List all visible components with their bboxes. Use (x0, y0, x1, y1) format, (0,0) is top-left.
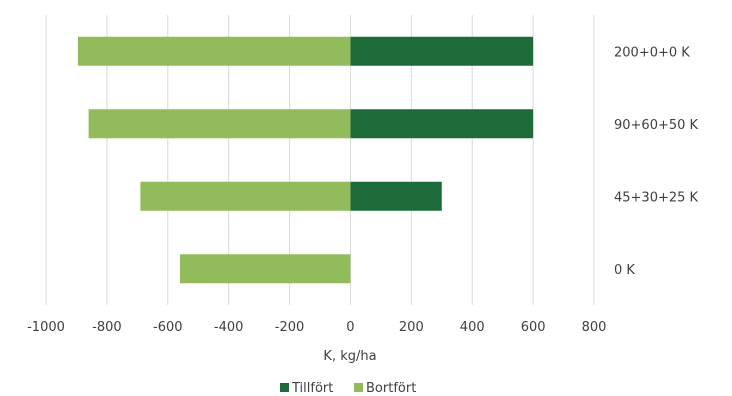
legend: Tillfört Bortfört (280, 381, 416, 396)
x-tick-label: 600 (521, 320, 546, 335)
bars (77, 36, 534, 284)
x-tick-label: 200 (399, 320, 424, 335)
x-tick-label: -800 (92, 320, 122, 335)
bar-tillfort (350, 181, 442, 211)
category-label: 90+60+50 K (614, 118, 699, 133)
bar-bortfort (179, 254, 351, 284)
bar-tillfort (350, 109, 534, 139)
bar-tillfort (350, 36, 534, 66)
x-tick-label: -400 (214, 320, 244, 335)
x-axis-title: K, kg/ha (323, 349, 376, 364)
x-tick-label: -200 (275, 320, 305, 335)
category-labels: 200+0+0 K 90+60+50 K 45+30+25 K 0 K (614, 45, 699, 278)
category-label: 45+30+25 K (614, 190, 699, 205)
legend-label: Bortfört (366, 381, 416, 396)
bar-bortfort (88, 109, 351, 139)
x-tick-labels: -1000 -800 -600 -400 -200 0 200 400 600 800 (27, 320, 606, 335)
bar-bortfort (77, 36, 351, 66)
category-label: 200+0+0 K (614, 45, 690, 60)
bar-bortfort (140, 181, 351, 211)
legend-label: Tillfört (291, 381, 333, 396)
category-label: 0 K (614, 263, 635, 278)
x-tick-label: 800 (582, 320, 607, 335)
legend-swatch (354, 383, 363, 392)
x-tick-label: -600 (153, 320, 183, 335)
legend-swatch (280, 383, 289, 392)
x-tick-label: 400 (460, 320, 485, 335)
x-tick-label: 0 (346, 320, 354, 335)
x-tick-label: -1000 (27, 320, 65, 335)
